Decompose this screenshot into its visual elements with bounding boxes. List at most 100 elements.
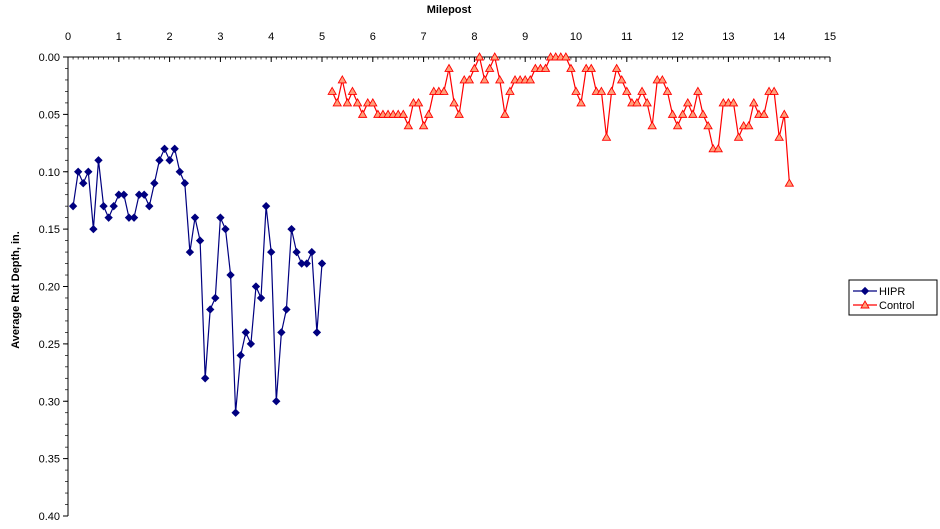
data-point-hipr (119, 190, 129, 199)
data-point-hipr (109, 202, 118, 211)
data-point-control (418, 120, 429, 130)
data-point-control (561, 52, 571, 61)
x-axis-title: Milepost (427, 4, 472, 16)
data-point-control (616, 75, 627, 84)
data-point-hipr (150, 179, 159, 188)
axes: 0 1 2 3 4 5 6 7 8 9 10 11 12 13 14 150.000.050.100.150.… (39, 31, 837, 523)
data-point-control (637, 86, 647, 95)
data-point-control (352, 97, 363, 107)
data-point-hipr (282, 305, 291, 314)
data-point-control (632, 97, 642, 107)
x-tick-label: 3 (217, 31, 223, 43)
data-point-control (601, 132, 612, 141)
data-point-hipr (89, 224, 98, 234)
data-point-control (703, 120, 713, 130)
data-point-hipr (155, 156, 164, 165)
data-point-control (495, 75, 505, 84)
data-point-control (489, 52, 500, 61)
data-point-hipr (231, 408, 240, 417)
series-layer (68, 52, 795, 417)
data-point-hipr (256, 293, 266, 303)
data-point-control (774, 132, 784, 141)
x-tick-label: 11 (621, 31, 632, 43)
data-point-control (622, 86, 632, 95)
data-point-hipr (79, 179, 88, 188)
data-point-control (667, 109, 678, 118)
series-line-control (331, 55, 790, 184)
x-tick-label: 6 (370, 31, 376, 43)
data-point-hipr (312, 328, 322, 337)
y-tick-label: 0.05 (39, 109, 60, 121)
data-point-control (398, 109, 409, 118)
data-point-control (662, 86, 673, 95)
data-point-control (672, 120, 683, 130)
data-point-hipr (170, 144, 179, 153)
data-point-hipr (160, 144, 169, 153)
series-control (327, 52, 795, 187)
legend-label-control: Control (879, 300, 914, 312)
x-tick-label: 14 (773, 31, 785, 43)
y-tick-label: 0.40 (39, 511, 60, 523)
legend-marker-hipr (860, 286, 870, 296)
data-point-control (439, 86, 449, 95)
data-point-hipr (185, 247, 195, 257)
legend-item-hipr: HIPR (853, 286, 905, 298)
data-point-hipr (272, 397, 281, 406)
data-point-control (713, 143, 724, 153)
series-line-hipr (72, 146, 323, 413)
data-point-control (677, 109, 688, 118)
data-point-hipr (175, 167, 184, 176)
y-tick-label: 0.25 (39, 339, 60, 351)
x-tick-label: 1 (116, 31, 122, 43)
data-point-control (403, 120, 414, 130)
x-tick-label: 0 (65, 31, 71, 43)
series-hipr (68, 144, 327, 417)
data-point-control (469, 63, 480, 72)
data-point-control (769, 86, 779, 95)
x-tick-label: 12 (671, 31, 683, 43)
data-point-control (728, 97, 739, 107)
data-point-control (743, 120, 754, 130)
y-tick-label: 0.20 (39, 282, 60, 294)
data-point-hipr (302, 259, 311, 268)
data-point-control (606, 86, 617, 95)
legend-marker-control (860, 300, 870, 309)
data-point-control (586, 63, 597, 72)
data-point-hipr (236, 351, 245, 360)
data-point-control (698, 109, 708, 118)
y-tick-label: 0.15 (39, 224, 60, 236)
data-point-hipr (94, 156, 103, 165)
data-point-hipr (241, 328, 250, 337)
data-point-hipr (73, 167, 83, 176)
data-point-control (474, 52, 485, 61)
data-point-control (327, 86, 337, 95)
x-tick-label: 8 (471, 31, 477, 43)
data-point-control (688, 109, 698, 118)
x-tick-label: 9 (522, 31, 528, 43)
data-point-hipr (84, 167, 93, 176)
data-point-control (479, 75, 490, 84)
data-point-hipr (277, 328, 286, 337)
data-point-control (368, 97, 378, 107)
data-point-control (596, 86, 607, 95)
data-point-control (342, 97, 353, 107)
data-point-hipr (307, 247, 317, 257)
y-axis-title: Average Rut Depth, in. (10, 231, 22, 349)
x-tick-label: 15 (824, 31, 836, 43)
data-point-hipr (216, 213, 225, 222)
data-point-hipr (99, 202, 108, 211)
data-point-control (647, 120, 657, 130)
data-point-control (682, 97, 693, 107)
data-point-control (784, 178, 795, 187)
y-tick-label: 0.10 (39, 167, 60, 179)
data-point-hipr (195, 236, 205, 245)
x-tick-label: 5 (319, 31, 325, 43)
data-point-hipr (317, 259, 327, 268)
data-point-hipr (129, 213, 139, 222)
data-point-control (413, 97, 424, 107)
x-tick-label: 4 (268, 31, 274, 43)
data-point-control (657, 75, 668, 84)
legend-item-control: Control (853, 300, 914, 312)
y-tick-label: 0.30 (39, 396, 60, 408)
data-point-hipr (140, 190, 149, 199)
